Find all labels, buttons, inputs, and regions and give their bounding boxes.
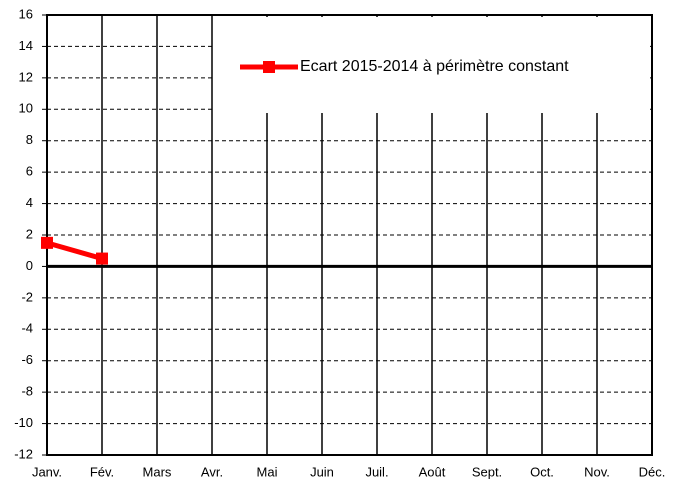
y-tick-label: -10: [14, 415, 33, 430]
x-tick-label: Fév.: [90, 464, 114, 479]
series-line: [46, 240, 103, 261]
legend-label: Ecart 2015-2014 à périmètre constant: [300, 58, 569, 75]
y-tick-label: 8: [26, 132, 33, 147]
x-tick-label: Août: [419, 464, 446, 479]
marker: [96, 252, 108, 265]
x-tick-label: Nov.: [584, 464, 610, 479]
marker: [41, 236, 53, 249]
x-tick-label: Juin: [310, 464, 334, 479]
x-tick-label: Sept.: [472, 464, 502, 479]
legend-marker: [263, 61, 275, 73]
y-tick-label: 6: [26, 164, 33, 179]
plot-border: [46, 14, 653, 456]
y-tick-label: 16: [19, 6, 33, 21]
y-tick-label: 2: [26, 226, 33, 241]
y-tick-label: 0: [26, 258, 33, 273]
x-tick-label: Janv.: [32, 464, 62, 479]
x-tick-label: Avr.: [201, 464, 223, 479]
y-tick-label: -6: [21, 352, 33, 367]
x-tick-label: Oct.: [530, 464, 554, 479]
x-tick-label: Déc.: [639, 464, 666, 479]
x-tick-label: Juil.: [365, 464, 388, 479]
y-tick-label: 10: [19, 101, 33, 116]
y-tick-label: 4: [26, 195, 33, 210]
x-tick-label: Mars: [143, 464, 172, 479]
x-tick-label: Mai: [257, 464, 278, 479]
y-tick-label: -2: [21, 289, 33, 304]
y-tick-label: -8: [21, 384, 33, 399]
y-tick-label: -12: [14, 446, 33, 461]
y-tick-label: 14: [19, 38, 33, 53]
y-tick-label: -4: [21, 321, 33, 336]
y-tick-label: 12: [19, 69, 33, 84]
